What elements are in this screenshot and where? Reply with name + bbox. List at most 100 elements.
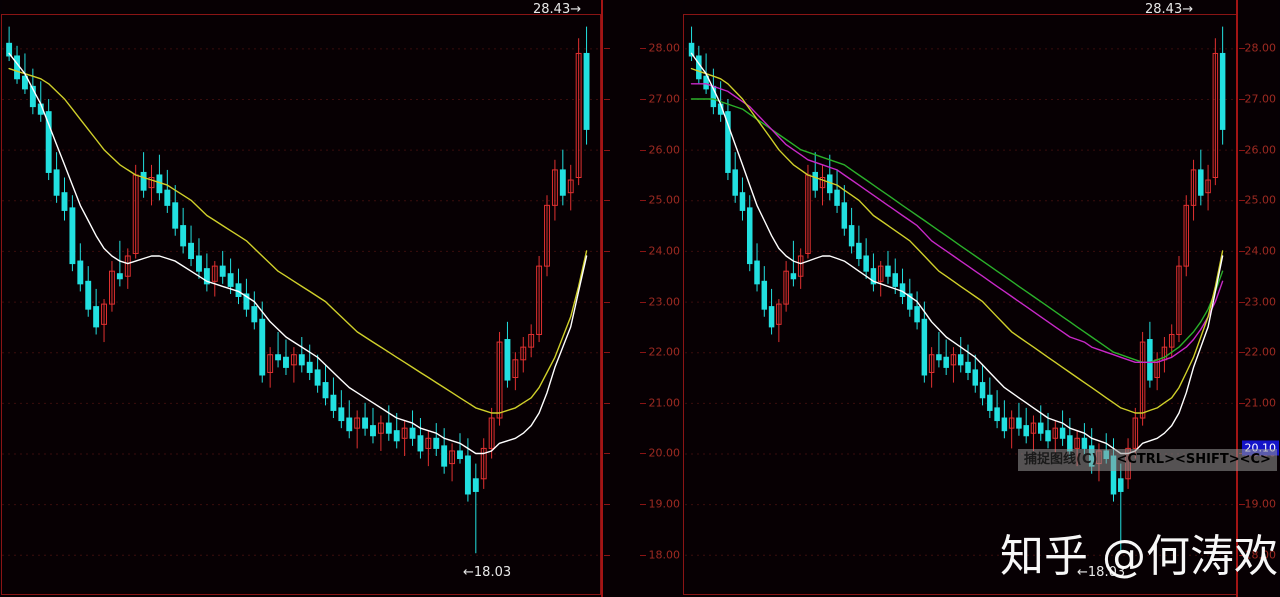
axis-tick (1239, 352, 1245, 354)
candle (77, 243, 84, 292)
candle (827, 154, 833, 201)
candle (441, 428, 448, 474)
candle (354, 410, 361, 449)
right-price-axis-right[interactable]: 28.00 27.00 26.00 25.00 24.00 23.00 22.00 21.00… (1239, 0, 1279, 597)
price-axis-label: 27.00 (648, 92, 681, 106)
candle (1139, 331, 1146, 426)
candle (235, 268, 242, 305)
candle (1212, 38, 1219, 186)
high-annotation-right-value: 28.43 (1145, 2, 1183, 17)
candle (1023, 407, 1029, 444)
price-axis-label: 22.00 (1244, 345, 1277, 359)
candle (116, 240, 123, 287)
candle (943, 339, 949, 375)
candle (863, 238, 869, 279)
candle (504, 321, 511, 388)
candle (907, 278, 913, 317)
axis-tick (640, 200, 646, 202)
axis-tick (640, 554, 646, 556)
candle (338, 390, 345, 429)
candle (61, 177, 68, 221)
axis-tick (640, 504, 646, 506)
candle (101, 299, 107, 343)
candle (583, 26, 590, 145)
price-axis-label: 23.00 (648, 295, 681, 309)
price-axis-label: 20.00 (648, 446, 681, 460)
candle (797, 248, 804, 289)
candle (957, 337, 964, 373)
candle (409, 410, 416, 446)
left-plot-area[interactable] (2, 0, 600, 597)
candle (1161, 337, 1168, 373)
price-axis-label: 28.00 (1244, 41, 1277, 55)
candle (472, 463, 479, 554)
panel-divider-left (601, 0, 603, 597)
low-annotation-right: ←18.03 (1077, 565, 1125, 580)
candle (725, 99, 731, 181)
candle (559, 149, 566, 206)
low-annotation-left-arrow: ← (463, 565, 474, 580)
candle (746, 195, 753, 272)
candle (950, 347, 957, 383)
candle (362, 402, 369, 436)
candle (306, 344, 313, 381)
candle (188, 225, 195, 267)
capture-line-hint-bar[interactable]: 捕捉图线(C) <CTRL><SHIFT><C> (1018, 449, 1277, 471)
candle (812, 152, 818, 198)
price-axis-label: 22.00 (648, 345, 681, 359)
price-axis-label: 24.00 (648, 244, 681, 258)
candle (885, 250, 891, 284)
low-annotation-left: ←18.03 (463, 565, 511, 580)
axis-tick (604, 504, 610, 506)
right-chart-panel[interactable]: 28.00 27.00 26.00 25.00 24.00 23.00 22.00 21.00… (640, 0, 1280, 597)
candle (575, 38, 582, 186)
candle (219, 250, 226, 284)
price-axis-label: 19.00 (648, 497, 681, 511)
axis-tick (640, 453, 646, 455)
panel-divider-right (1236, 0, 1238, 597)
candle (6, 26, 13, 62)
high-annotation-left-arrow: → (570, 2, 582, 17)
candle (1205, 164, 1211, 211)
right-price-axis-left[interactable]: 28.00 27.00 26.00 25.00 24.00 23.00 22.00 21.00… (640, 0, 683, 597)
left-chart-panel[interactable]: 28.43→ ←18.03 (0, 0, 640, 597)
candle (870, 253, 877, 292)
candle (972, 354, 979, 393)
candle (377, 415, 384, 451)
candle (688, 26, 695, 62)
price-axis-label: 25.00 (648, 193, 681, 207)
hint-shortcut: <CTRL><SHIFT><C> (1116, 452, 1271, 467)
candle (790, 240, 797, 287)
candle (544, 195, 550, 277)
right-plot-area[interactable] (685, 0, 1235, 597)
left-price-axis[interactable] (604, 0, 640, 597)
candle (132, 164, 139, 259)
axis-tick (604, 250, 610, 252)
candle (739, 177, 746, 221)
candle (346, 400, 353, 439)
candle (370, 407, 376, 444)
candle (528, 324, 535, 358)
candle (848, 207, 855, 254)
axis-tick (604, 352, 610, 354)
candle (567, 164, 574, 211)
candle (1147, 321, 1153, 388)
price-axis-label: 26.00 (648, 143, 681, 157)
watermark-text: 知乎 @何涛欢 (1000, 531, 1278, 582)
price-axis-label: 26.00 (1244, 143, 1277, 157)
candle (496, 331, 503, 426)
axis-tick (604, 554, 610, 556)
ma-line-magenta (690, 83, 1224, 363)
ma-line-yellow (8, 67, 588, 414)
right-chart-canvas (685, 26, 1235, 556)
candle (1183, 195, 1190, 277)
candle (314, 354, 321, 393)
ma-line-white (8, 52, 588, 455)
axis-tick (604, 453, 610, 455)
hint-label: 捕捉图线(C) (1024, 452, 1098, 467)
candle (393, 412, 400, 449)
candle (1001, 400, 1008, 439)
candle (267, 347, 274, 388)
high-annotation-right-arrow: → (1182, 2, 1194, 17)
axis-tick (604, 99, 610, 101)
